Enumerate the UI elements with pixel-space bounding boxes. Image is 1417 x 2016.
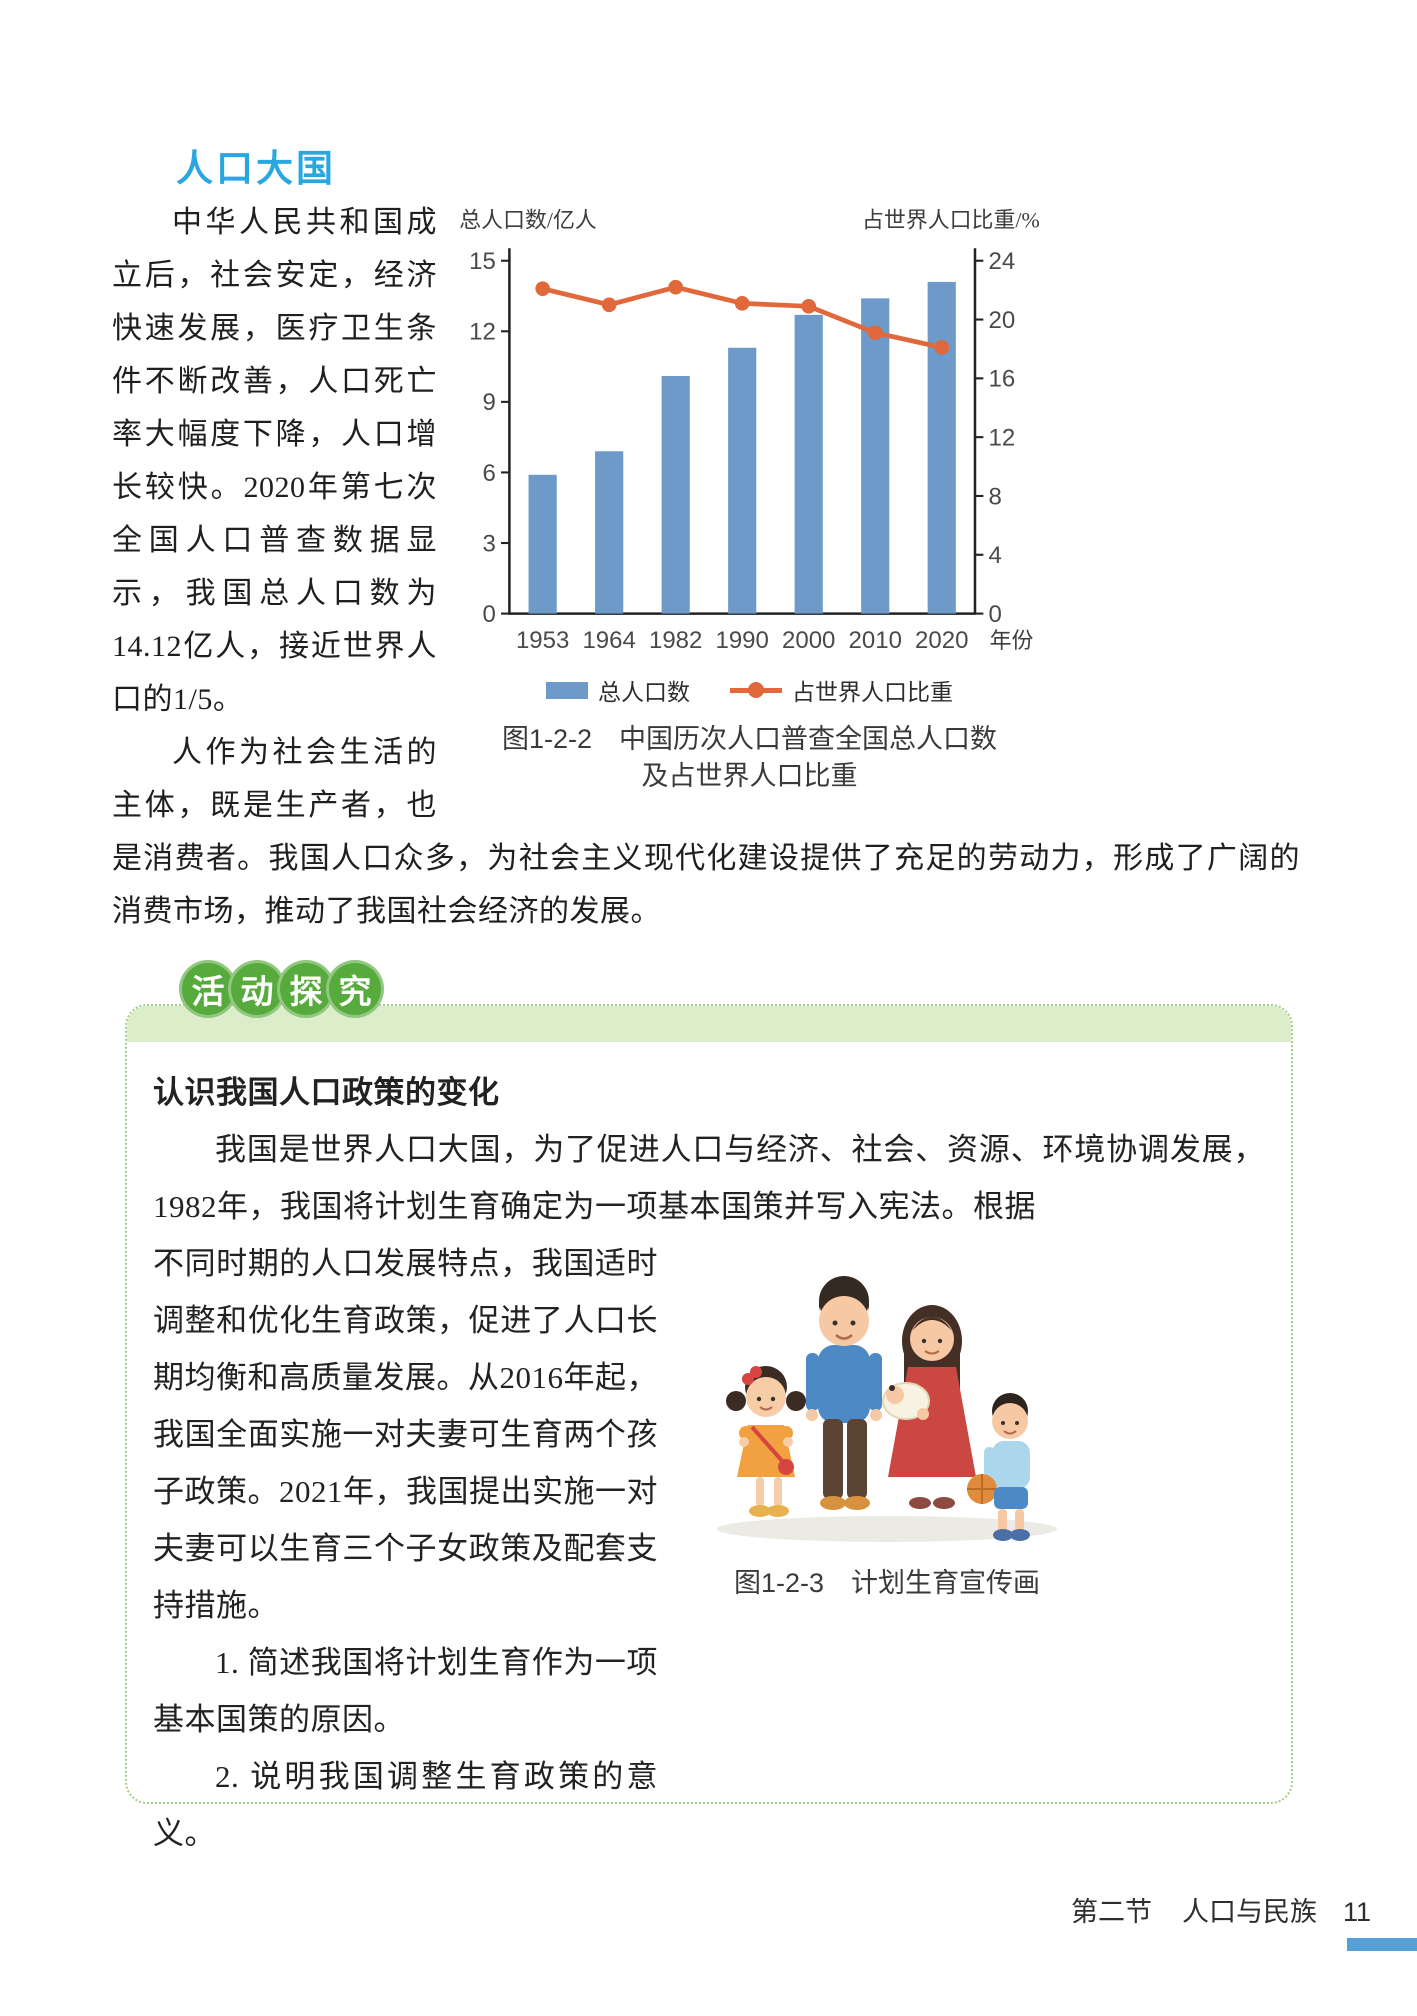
svg-text:2010: 2010 [849, 627, 902, 654]
svg-text:12: 12 [989, 425, 1016, 452]
activity-content: 认识我国人口政策的变化 我国是世界人口大国，为了促进人口与经济、社会、资源、环境… [127, 1006, 1291, 1862]
svg-text:1964: 1964 [582, 627, 635, 654]
point-1964 [601, 297, 617, 313]
legend-line-swatch [730, 682, 782, 698]
body-paragraph-2: 人作为社会生活的主体，既是生产者，也是消费者。我国人口众多，为社会主义现代化建设… [112, 736, 1300, 928]
bar-2020 [927, 281, 956, 614]
svg-text:1990: 1990 [715, 627, 768, 654]
svg-text:1982: 1982 [649, 627, 702, 654]
point-1990 [734, 296, 750, 311]
legend-bar-swatch [546, 681, 588, 699]
page-title: 人口大国 [176, 148, 336, 189]
svg-text:20: 20 [989, 307, 1016, 334]
figure-1-2-2-caption-line1: 图1-2-2 中国历次人口普查全国总人口数 [501, 724, 998, 754]
svg-text:3: 3 [482, 530, 495, 557]
svg-text:2020: 2020 [915, 627, 968, 654]
footer-page-number: 11 [1342, 1897, 1371, 1927]
svg-text:0: 0 [482, 601, 495, 628]
census-chart-svg: 总人口数/亿人 占世界人口比重/% 0 3 6 9 12 15 0 4 8 12 16 20 24 1953 1… [459, 207, 1040, 654]
activity-question-1: 1. 简述我国将计划生育作为一项基本国策的原因。 [153, 1645, 658, 1737]
activity-badge-char: 活 [179, 960, 237, 1018]
svg-text:4: 4 [989, 542, 1002, 569]
point-2020 [934, 340, 950, 355]
svg-text:24: 24 [989, 248, 1016, 275]
point-1982 [668, 279, 683, 295]
activity-question-2: 2. 说明我国调整生育政策的意义。 [153, 1759, 658, 1851]
legend-bar-label: 总人口数 [598, 680, 690, 705]
activity-box: 活 动 探 究 认识我国人口政策的变化 我国是世界人口大国，为了促进人口与经济、… [125, 960, 1293, 1851]
family-illustration: 图1-2-3 计划生育宣传画 [688, 1235, 1086, 1602]
bar-1982 [661, 375, 690, 614]
legend-item-line: 占世界人口比重 [730, 673, 953, 707]
svg-text:总人口数/亿人: 总人口数/亿人 [459, 207, 597, 232]
svg-text:8: 8 [989, 483, 1002, 510]
activity-badge-char: 探 [277, 960, 335, 1018]
body-paragraph-1: 中华人民共和国成立后，社会安定，经济快速发展，医疗卫生条件不断改善，人口死亡率大… [112, 206, 437, 716]
census-chart: 总人口数/亿人 占世界人口比重/% 0 3 6 9 12 15 0 4 8 12 16 20 24 1953 1… [457, 196, 1042, 795]
family-illustration-image [717, 1276, 1057, 1542]
svg-text:占世界人口比重/%: 占世界人口比重/% [862, 207, 1040, 232]
point-2010 [867, 325, 883, 341]
svg-text:15: 15 [469, 248, 496, 275]
bar-1953 [528, 474, 557, 614]
activity-badge-char: 动 [228, 960, 286, 1018]
svg-text:0: 0 [989, 601, 1002, 628]
legend-item-bar: 总人口数 [546, 673, 690, 707]
footer-section-title: 人口与民族 [1181, 1897, 1317, 1927]
bar-2010 [861, 298, 890, 614]
bar-2000 [794, 314, 823, 614]
activity-columns: 不同时期的人口发展特点，我国适时调整和优化生育政策，促进了人口长期均衡和高质量发… [153, 1235, 1265, 1862]
figure-1-2-2-caption-line2: 及占世界人口比重 [641, 761, 858, 791]
activity-badge: 活 动 探 究 [179, 960, 384, 1018]
activity-paragraph-intro: 我国是世界人口大国，为了促进人口与经济、社会、资源、环境协调发展，1982年，我… [153, 1132, 1265, 1224]
legend-line-dot [748, 682, 764, 698]
svg-text:16: 16 [989, 366, 1016, 393]
svg-text:年份: 年份 [990, 628, 1034, 653]
svg-text:9: 9 [482, 389, 495, 416]
point-1953 [535, 281, 550, 296]
figure-1-2-2-caption: 图1-2-2 中国历次人口普查全国总人口数 及占世界人口比重 [457, 721, 1042, 795]
chart-legend: 总人口数 占世界人口比重 [457, 673, 1042, 707]
svg-text:6: 6 [482, 460, 495, 487]
bar-1990 [728, 347, 757, 614]
activity-text-column: 不同时期的人口发展特点，我国适时调整和优化生育政策，促进了人口长期均衡和高质量发… [153, 1235, 658, 1862]
figure-1-2-3-caption: 图1-2-3 计划生育宣传画 [733, 1568, 1041, 1598]
activity-title: 认识我国人口政策的变化 [153, 1075, 500, 1110]
figure-1-2-2: 总人口数/亿人 占世界人口比重/% 0 3 6 9 12 15 0 4 8 12 16 20 24 1953 1… [457, 196, 1300, 795]
main-text-block: 总人口数/亿人 占世界人口比重/% 0 3 6 9 12 15 0 4 8 12 16 20 24 1953 1… [112, 196, 1300, 938]
legend-line-label: 占世界人口比重 [792, 680, 953, 705]
footer-accent-bar [1347, 1938, 1417, 1951]
bar-1964 [595, 451, 624, 614]
svg-text:12: 12 [469, 319, 496, 346]
svg-text:2000: 2000 [782, 627, 835, 654]
activity-badge-char: 究 [326, 960, 384, 1018]
activity-paragraph-cont: 不同时期的人口发展特点，我国适时调整和优化生育政策，促进了人口长期均衡和高质量发… [153, 1246, 658, 1623]
footer-section-label: 第二节 [1070, 1897, 1152, 1927]
svg-text:1953: 1953 [516, 627, 569, 654]
page-footer: 第二节 人口与民族 11 [1071, 1890, 1371, 1929]
point-2000 [801, 298, 817, 314]
